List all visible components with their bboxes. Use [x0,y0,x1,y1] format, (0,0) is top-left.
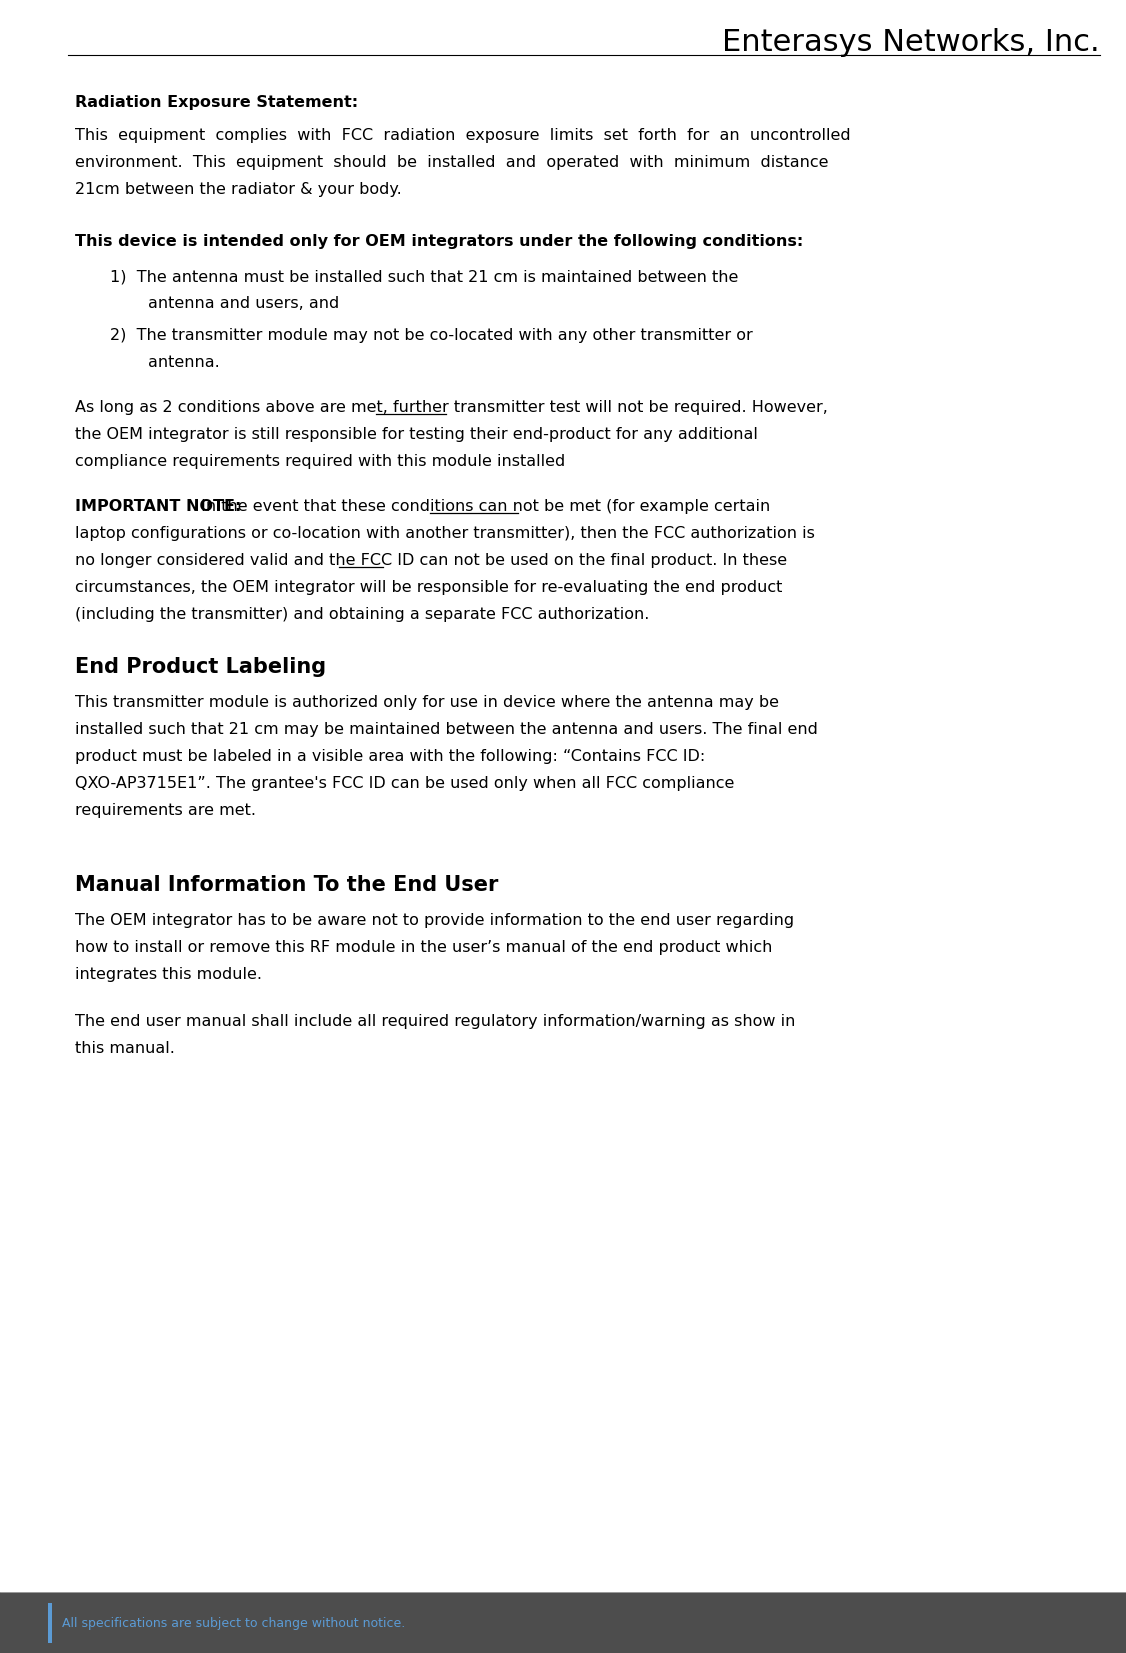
Text: 1)  The antenna must be installed such that 21 cm is maintained between the: 1) The antenna must be installed such th… [110,269,739,284]
Text: antenna.: antenna. [148,355,220,370]
Text: The OEM integrator has to be aware not to provide information to the end user re: The OEM integrator has to be aware not t… [75,912,794,927]
Text: This  equipment  complies  with  FCC  radiation  exposure  limits  set  forth  f: This equipment complies with FCC radiati… [75,127,850,144]
Text: Manual Information To the End User: Manual Information To the End User [75,874,499,894]
Text: compliance requirements required with this module installed: compliance requirements required with th… [75,455,565,469]
Bar [48,1603,52,1643]
Text: requirements are met.: requirements are met. [75,803,256,818]
Text: The end user manual shall include all required regulatory information/warning as: The end user manual shall include all re… [75,1013,795,1030]
Text: no longer considered valid and the FCC ID can not be used on the final product. : no longer considered valid and the FCC I… [75,554,787,569]
Text: circumstances, the OEM integrator will be responsible for re-evaluating the end : circumstances, the OEM integrator will b… [75,580,783,595]
Bar [0,1592,1126,1653]
Text: laptop configurations or co-location with another transmitter), then the FCC aut: laptop configurations or co-location wit… [75,526,815,541]
Text: IMPORTANT NOTE:: IMPORTANT NOTE: [75,499,241,514]
Text: Radiation Exposure Statement:: Radiation Exposure Statement: [75,94,358,111]
Text: This transmitter module is authorized only for use in device where the antenna m: This transmitter module is authorized on… [75,694,779,711]
Text: environment.  This  equipment  should  be  installed  and  operated  with  minim: environment. This equipment should be in… [75,155,829,170]
Text: (including the transmitter) and obtaining a separate FCC authorization.: (including the transmitter) and obtainin… [75,607,650,622]
Text: This device is intended only for OEM integrators under the following conditions:: This device is intended only for OEM int… [75,235,803,250]
Text: End Product Labeling: End Product Labeling [75,656,327,678]
Text: QXO-AP3715E1”. The grantee's FCC ID can be used only when all FCC compliance: QXO-AP3715E1”. The grantee's FCC ID can … [75,775,734,792]
Text: As long as 2 conditions above are met, further transmitter test will not be requ: As long as 2 conditions above are met, f… [75,400,828,415]
Text: integrates this module.: integrates this module. [75,967,262,982]
Text: All specifications are subject to change without notice.: All specifications are subject to change… [62,1617,405,1630]
Text: In the event that these conditions can not be met (for example certain: In the event that these conditions can n… [196,499,770,514]
Text: this manual.: this manual. [75,1041,175,1056]
Text: 2)  The transmitter module may not be co-located with any other transmitter or: 2) The transmitter module may not be co-… [110,327,753,344]
Text: installed such that 21 cm may be maintained between the antenna and users. The f: installed such that 21 cm may be maintai… [75,722,817,737]
Text: the OEM integrator is still responsible for testing their end-product for any ad: the OEM integrator is still responsible … [75,426,758,441]
Text: product must be labeled in a visible area with the following: “Contains FCC ID:: product must be labeled in a visible are… [75,749,705,764]
Text: Enterasys Networks, Inc.: Enterasys Networks, Inc. [723,28,1100,56]
Text: 21cm between the radiator & your body.: 21cm between the radiator & your body. [75,182,402,197]
Text: how to install or remove this RF module in the user’s manual of the end product : how to install or remove this RF module … [75,941,772,955]
Text: antenna and users, and: antenna and users, and [148,296,339,311]
